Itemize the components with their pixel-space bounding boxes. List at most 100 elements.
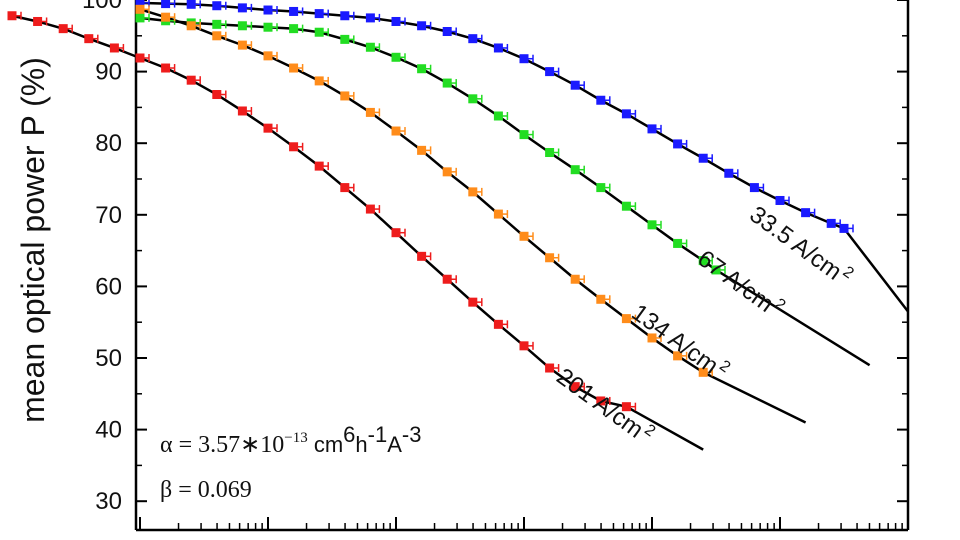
data-point (58, 24, 68, 34)
data-point (698, 367, 708, 377)
alpha-value: = 3.57∗10 (173, 432, 285, 458)
data-point (519, 54, 529, 64)
series-label: 201 A/cm2 (551, 361, 658, 450)
data-point (212, 1, 222, 11)
data-point (493, 43, 503, 53)
data-point (237, 21, 247, 31)
data-point (391, 52, 401, 62)
data-point (289, 24, 299, 34)
data-point (468, 187, 478, 197)
data-point (340, 34, 350, 44)
data-point (237, 40, 247, 50)
data-point (417, 64, 427, 74)
y-tick-label: 90 (95, 59, 122, 86)
y-ticks: 30 40 50 60 70 80 90 100 (82, 0, 908, 515)
alpha-unit-a: A (387, 432, 402, 457)
data-point (161, 0, 171, 9)
data-point (468, 94, 478, 104)
data-point (212, 31, 222, 41)
data-point (596, 396, 606, 406)
data-point (545, 148, 555, 158)
alpha-unit-cm: cm (308, 432, 343, 457)
data-point (263, 51, 273, 61)
alpha-symbol: α (160, 432, 173, 458)
data-point (391, 126, 401, 136)
series-label-text: 134 A/cm (626, 299, 723, 380)
data-point (237, 3, 247, 13)
data-point (212, 90, 222, 100)
data-point (442, 27, 452, 37)
data-point (263, 123, 273, 133)
alpha-annotation: α = 3.57∗10−13 cm6h-1A-3 (160, 422, 421, 458)
data-point (545, 67, 555, 77)
data-point (596, 183, 606, 193)
data-point (698, 256, 708, 266)
data-point (545, 363, 555, 373)
data-point (570, 382, 580, 392)
series-label-text: 33.5 A/cm (744, 201, 846, 286)
data-point (493, 319, 503, 329)
data-point (161, 63, 171, 73)
data-point (711, 265, 721, 275)
data-point (340, 183, 350, 193)
data-point (621, 109, 631, 119)
data-point (135, 0, 145, 8)
data-point (340, 91, 350, 101)
data-point (417, 251, 427, 261)
y-tick-label: 40 (95, 417, 122, 444)
data-point (109, 43, 119, 53)
data-point (161, 12, 171, 22)
alpha-exponent: −13 (284, 430, 307, 446)
data-point (519, 130, 529, 140)
data-point (621, 402, 631, 412)
data-point (314, 27, 324, 37)
y-tick-label: 80 (95, 130, 122, 157)
data-point (570, 165, 580, 175)
beta-annotation: β = 0.069 (160, 477, 252, 503)
data-point (621, 314, 631, 324)
data-point (775, 195, 785, 205)
data-point (314, 76, 324, 86)
data-point (493, 209, 503, 219)
data-point (135, 13, 145, 23)
data-point (724, 168, 734, 178)
data-point (186, 0, 196, 9)
data-point (212, 19, 222, 29)
data-point (365, 42, 375, 52)
data-point (33, 16, 43, 26)
data-point (7, 11, 17, 21)
y-tick-label: 60 (95, 273, 122, 300)
data-points (7, 0, 854, 412)
data-point (468, 297, 478, 307)
alpha-unit-h-exp: -1 (368, 422, 388, 447)
y-tick-label: 70 (95, 202, 122, 229)
data-point (545, 253, 555, 263)
data-point (570, 80, 580, 90)
series-label: 33.5 A/cm2 (744, 199, 856, 292)
series-label: 134 A/cm2 (626, 297, 733, 386)
data-point (417, 145, 427, 155)
data-point (801, 208, 811, 218)
data-point (289, 63, 299, 73)
data-point (698, 153, 708, 163)
data-point (468, 34, 478, 44)
data-point (135, 4, 145, 14)
data-point (186, 21, 196, 31)
data-point (570, 274, 580, 284)
data-point (442, 78, 452, 88)
data-point (519, 231, 529, 241)
y-tick-label: 30 (95, 488, 122, 515)
data-point (673, 351, 683, 361)
data-point (340, 11, 350, 21)
data-point (314, 9, 324, 19)
data-point (621, 201, 631, 211)
data-point (839, 223, 849, 233)
data-point (289, 142, 299, 152)
data-point (647, 220, 657, 230)
data-point (826, 218, 836, 228)
y-tick-label: 100 (82, 0, 122, 14)
data-point (84, 34, 94, 44)
data-point (365, 107, 375, 117)
